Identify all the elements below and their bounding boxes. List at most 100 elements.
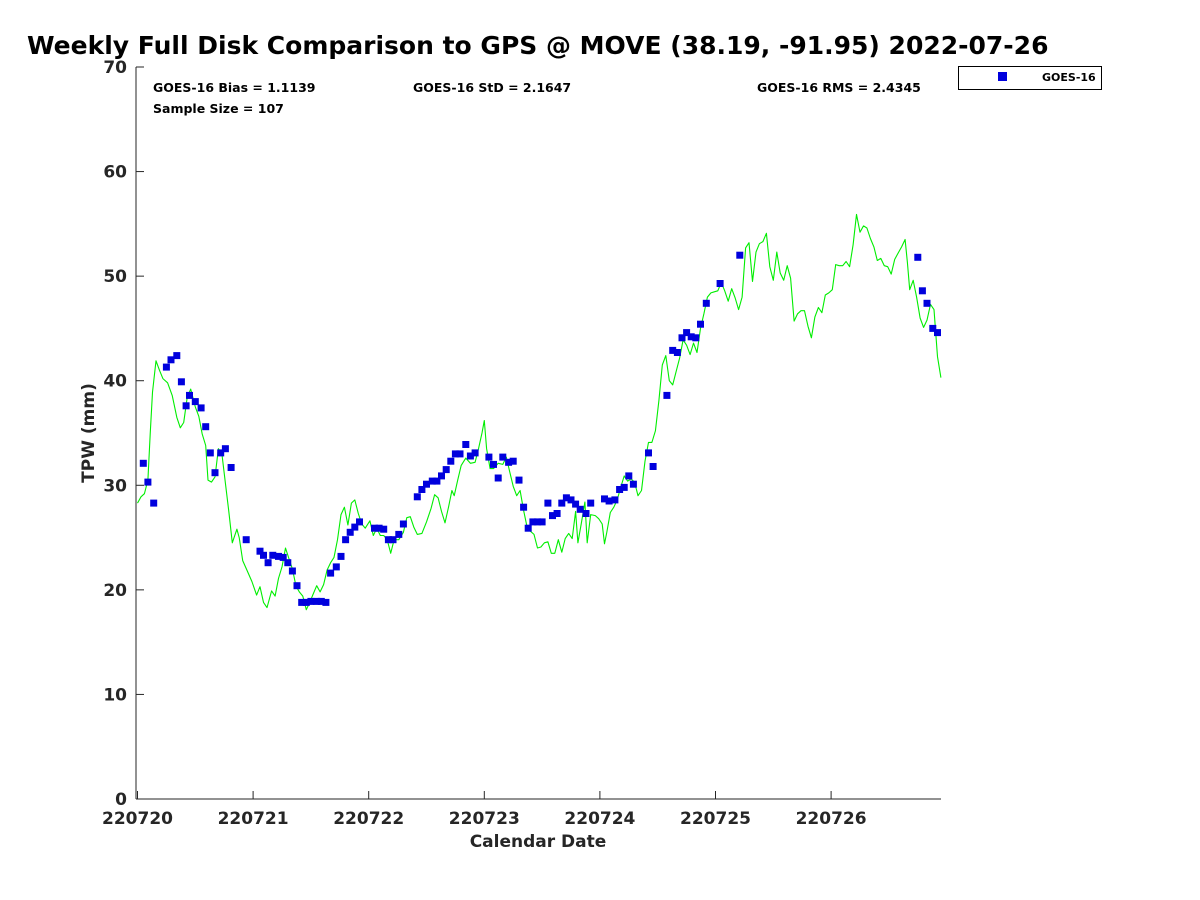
goes16-point xyxy=(313,597,321,605)
goes16-point xyxy=(332,563,340,571)
goes16-point xyxy=(275,552,282,560)
goes16-point xyxy=(509,457,517,465)
goes16-point xyxy=(934,329,941,337)
goes16-point xyxy=(490,460,497,468)
rms-annotation: GOES-16 RMS = 2.4345 xyxy=(757,80,921,95)
legend-marker-goes16 xyxy=(998,72,1007,81)
goes16-point xyxy=(702,299,710,307)
goes16-point xyxy=(629,480,637,488)
goes16-point xyxy=(572,500,580,508)
goes16-point xyxy=(139,459,147,467)
goes16-point xyxy=(191,398,199,406)
goes16-point xyxy=(317,597,325,605)
goes16-point xyxy=(549,512,556,520)
x-tick-label: 220726 xyxy=(796,809,867,829)
goes16-point xyxy=(601,495,608,503)
goes16-point xyxy=(167,356,175,364)
goes16-point xyxy=(177,378,185,386)
x-tick-label: 220720 xyxy=(102,809,173,829)
goes16-point xyxy=(736,251,744,259)
chart-title: Weekly Full Disk Comparison to GPS @ MOV… xyxy=(27,31,1048,60)
goes16-point xyxy=(534,518,541,526)
goes16-point xyxy=(462,441,470,448)
goes16-series-layer xyxy=(139,251,941,606)
gps-series-layer xyxy=(137,213,942,611)
goes16-point xyxy=(173,352,181,360)
goes16-point xyxy=(616,486,624,493)
goes16-point xyxy=(649,463,657,470)
y-tick-label: 40 xyxy=(103,372,127,392)
goes16-point xyxy=(576,505,584,513)
goes16-point xyxy=(505,458,513,466)
std-annotation: GOES-16 StD = 2.1647 xyxy=(413,80,571,95)
goes16-point xyxy=(351,523,359,531)
y-tick-label: 0 xyxy=(115,790,127,810)
goes16-point xyxy=(186,391,193,399)
goes16-point xyxy=(389,536,397,544)
goes16-point xyxy=(242,536,250,544)
goes16-point xyxy=(375,524,383,532)
goes16-point xyxy=(264,559,272,567)
goes16-point xyxy=(485,453,493,461)
goes16-point xyxy=(150,499,158,507)
legend-label-goes16: GOES-16 xyxy=(1042,71,1096,84)
y-tick-label: 20 xyxy=(103,581,127,601)
goes16-point xyxy=(645,449,652,457)
legend: GOES-16 xyxy=(958,66,1102,90)
x-tick-label: 220721 xyxy=(218,809,289,829)
sample-size-annotation: Sample Size = 107 xyxy=(153,101,284,116)
goes16-point xyxy=(337,552,345,560)
y-tick-label: 10 xyxy=(103,685,127,705)
goes16-point xyxy=(197,404,205,412)
goes16-point xyxy=(413,493,421,501)
goes16-point xyxy=(692,334,700,342)
y-tick-label: 70 xyxy=(103,58,127,78)
y-tick-label: 60 xyxy=(103,163,127,183)
goes16-point xyxy=(371,524,378,532)
goes16-point xyxy=(929,324,937,332)
goes16-point xyxy=(399,520,407,528)
goes16-point xyxy=(206,449,214,457)
goes16-point xyxy=(144,478,152,486)
goes16-point xyxy=(256,547,264,555)
y-tick-label: 30 xyxy=(103,476,127,496)
goes16-point xyxy=(327,569,335,577)
goes16-point xyxy=(418,486,426,493)
goes16-point xyxy=(544,499,552,507)
goes16-point xyxy=(678,334,686,342)
goes16-point xyxy=(673,349,681,356)
x-tick-label: 220722 xyxy=(333,809,404,829)
goes16-point xyxy=(279,553,287,561)
goes16-point xyxy=(162,363,170,371)
goes16-point xyxy=(529,518,537,526)
goes16-point xyxy=(384,536,392,544)
goes16-point xyxy=(346,528,354,536)
goes16-point xyxy=(914,253,922,261)
goes16-point xyxy=(663,391,671,399)
goes16-point xyxy=(524,524,532,532)
goes16-point xyxy=(322,598,330,606)
y-tick-label: 50 xyxy=(103,267,127,287)
goes16-point xyxy=(217,449,225,457)
goes16-point xyxy=(221,445,229,453)
goes16-point xyxy=(716,280,724,287)
goes16-point xyxy=(442,466,450,474)
goes16-point xyxy=(395,530,403,538)
goes16-point xyxy=(451,450,459,458)
goes16-point xyxy=(669,346,677,354)
goes16-point xyxy=(466,452,474,460)
goes16-point xyxy=(302,598,310,606)
goes16-point xyxy=(298,598,306,606)
x-tick-label: 220724 xyxy=(564,809,635,829)
goes16-point xyxy=(538,518,546,526)
goes16-point xyxy=(307,597,315,605)
goes16-point xyxy=(433,477,441,485)
goes16-point xyxy=(182,402,190,410)
goes16-point xyxy=(567,496,575,504)
x-axis-label: Calendar Date xyxy=(470,832,607,852)
goes16-point xyxy=(923,299,931,307)
goes16-point xyxy=(605,497,613,505)
goes16-point xyxy=(697,320,704,328)
goes16-point xyxy=(356,518,363,526)
goes16-point xyxy=(553,510,561,517)
